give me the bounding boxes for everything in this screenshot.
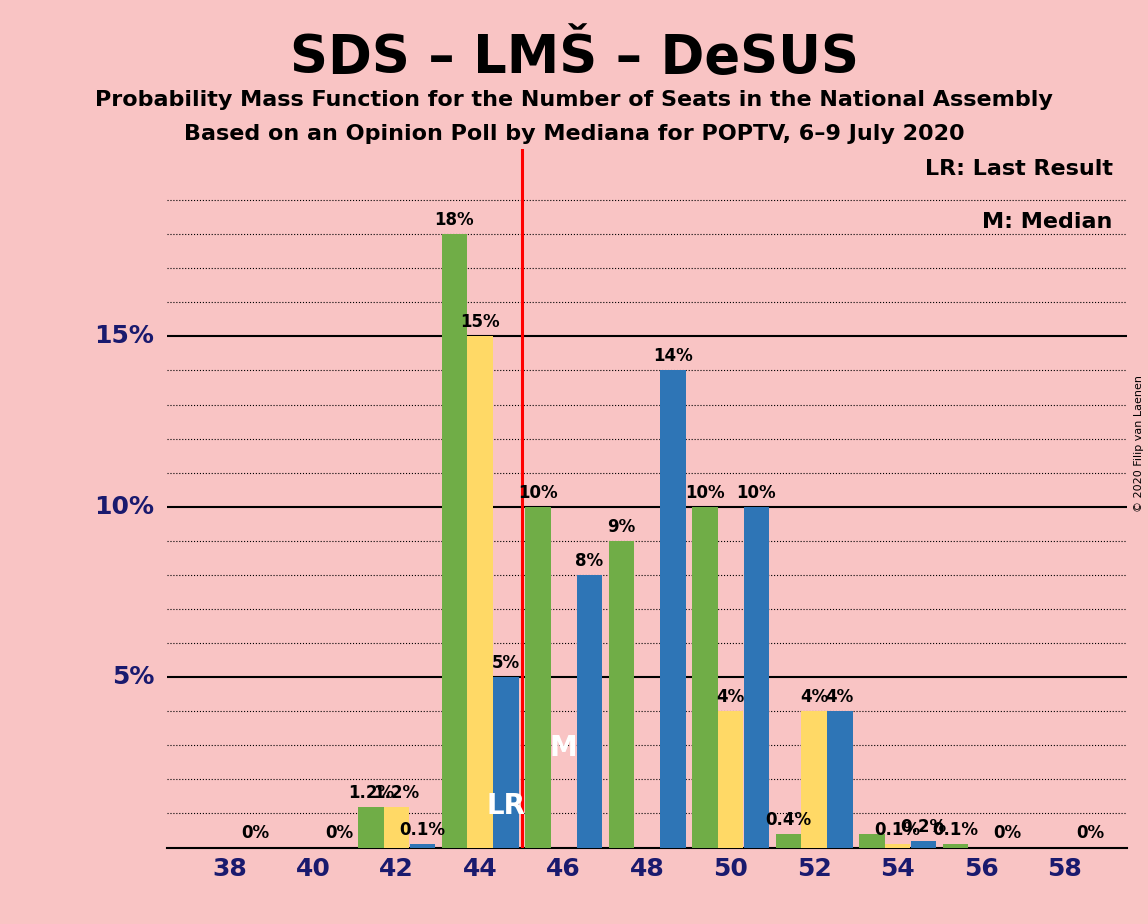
Text: 10%: 10%	[685, 483, 724, 502]
Bar	[744, 506, 769, 847]
Text: LR: Last Result: LR: Last Result	[925, 160, 1112, 179]
Bar	[692, 506, 718, 847]
Text: 0%: 0%	[325, 824, 352, 843]
Bar	[943, 845, 968, 847]
Text: 4%: 4%	[800, 688, 828, 706]
Bar	[494, 677, 519, 847]
Bar	[383, 807, 410, 847]
Text: 9%: 9%	[607, 517, 636, 536]
Bar	[576, 575, 602, 847]
Bar	[827, 711, 853, 847]
Text: Probability Mass Function for the Number of Seats in the National Assembly: Probability Mass Function for the Number…	[95, 90, 1053, 110]
Text: 4%: 4%	[716, 688, 745, 706]
Text: 14%: 14%	[653, 347, 692, 365]
Text: 10%: 10%	[94, 494, 155, 518]
Text: 10%: 10%	[737, 483, 776, 502]
Text: 18%: 18%	[435, 211, 474, 229]
Text: 8%: 8%	[575, 552, 604, 570]
Text: 15%: 15%	[460, 313, 499, 332]
Text: 4%: 4%	[825, 688, 854, 706]
Text: 0%: 0%	[241, 824, 270, 843]
Bar	[910, 841, 936, 847]
Text: 0.4%: 0.4%	[766, 811, 812, 829]
Bar	[801, 711, 827, 847]
Text: LR: LR	[487, 792, 526, 821]
Text: 15%: 15%	[94, 324, 155, 348]
Bar	[859, 834, 885, 847]
Text: 10%: 10%	[518, 483, 558, 502]
Text: M: M	[550, 735, 577, 762]
Text: 0%: 0%	[993, 824, 1021, 843]
Bar	[358, 807, 383, 847]
Bar	[525, 506, 551, 847]
Text: 1.2%: 1.2%	[348, 784, 394, 801]
Text: 0.1%: 0.1%	[400, 821, 445, 839]
Text: 0.2%: 0.2%	[900, 818, 946, 835]
Text: © 2020 Filip van Laenen: © 2020 Filip van Laenen	[1134, 375, 1143, 512]
Text: 0%: 0%	[1077, 824, 1104, 843]
Text: 1.2%: 1.2%	[373, 784, 420, 801]
Text: SDS – LMŠ – DeSUS: SDS – LMŠ – DeSUS	[289, 32, 859, 84]
Text: 0.1%: 0.1%	[875, 821, 921, 839]
Bar	[442, 234, 467, 847]
Text: 5%: 5%	[113, 665, 155, 689]
Bar	[885, 845, 910, 847]
Bar	[608, 541, 634, 847]
Text: 5%: 5%	[491, 654, 520, 672]
Bar	[410, 845, 435, 847]
Text: M: Median: M: Median	[983, 212, 1112, 232]
Bar	[776, 834, 801, 847]
Text: 0.1%: 0.1%	[932, 821, 978, 839]
Bar	[660, 371, 685, 847]
Bar	[467, 336, 492, 847]
Bar	[718, 711, 744, 847]
Text: Based on an Opinion Poll by Mediana for POPTV, 6–9 July 2020: Based on an Opinion Poll by Mediana for …	[184, 124, 964, 144]
